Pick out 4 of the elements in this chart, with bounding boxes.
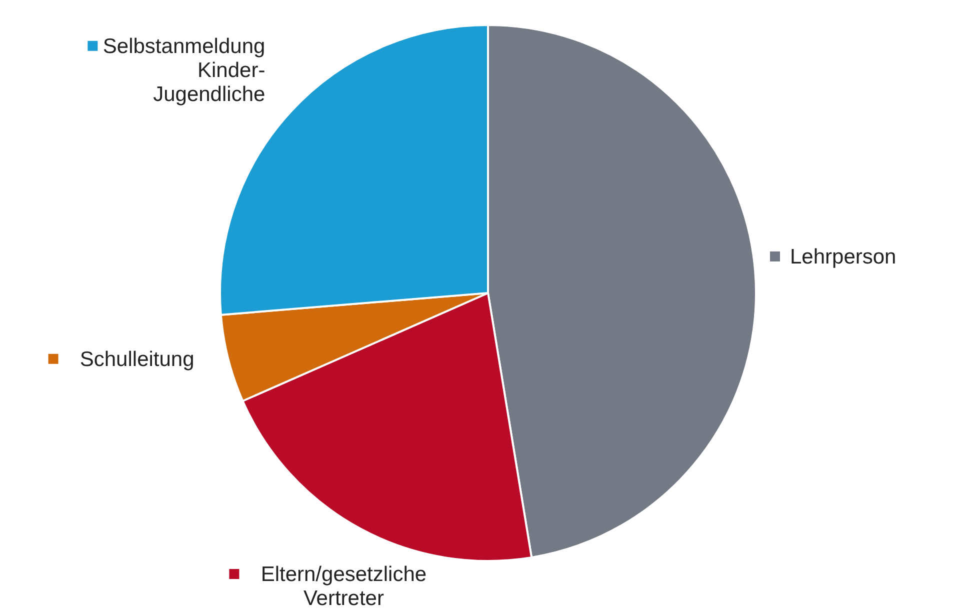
legend-label: Lehrperson <box>790 245 896 268</box>
legend-label: Eltern/gesetzliche Vertreter <box>260 563 427 610</box>
legend-label: Selbstanmeldung Kinder-Jugendliche <box>102 34 266 106</box>
legend-label: Schulleitung <box>80 348 194 371</box>
